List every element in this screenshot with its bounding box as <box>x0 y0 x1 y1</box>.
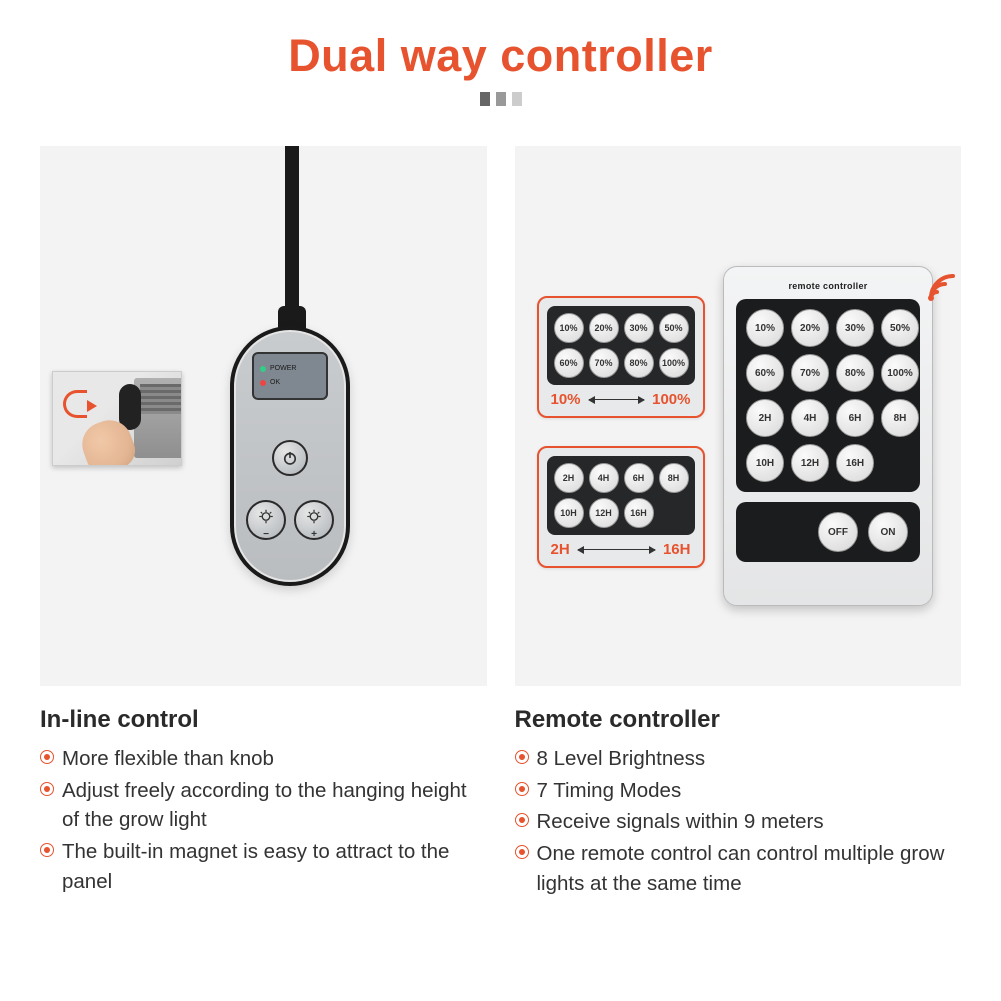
device-screen: POWER OK <box>252 352 328 400</box>
status-ok-label: OK <box>270 376 280 390</box>
inline-feature-item: More flexible than knob <box>40 744 487 774</box>
remote-brightness-button[interactable]: 80% <box>836 354 874 392</box>
remote-timer-button[interactable]: 12H <box>791 444 829 482</box>
divider-dots <box>0 92 1001 106</box>
brightness-up-button[interactable]: + <box>294 500 334 540</box>
inline-description: In-line control More flexible than knobA… <box>40 706 487 901</box>
timer-button[interactable]: 2H <box>554 463 584 493</box>
timer-button[interactable]: 12H <box>589 498 619 528</box>
remote-timer-button[interactable]: 8H <box>881 399 919 437</box>
remote-brightness-button[interactable]: 30% <box>836 309 874 347</box>
remote-controller-panel: 10%20%30%50%60%70%80%100% 10% 100% 2H4H6… <box>515 146 962 686</box>
remote-on-button[interactable]: ON <box>868 512 908 552</box>
remote-brightness-button[interactable]: 60% <box>746 354 784 392</box>
timer-button[interactable]: 16H <box>624 498 654 528</box>
brightness-level-button[interactable]: 60% <box>554 348 584 378</box>
remote-off-button[interactable]: OFF <box>818 512 858 552</box>
remote-device-title: remote controller <box>736 281 920 291</box>
time-high: 16H <box>663 541 691 558</box>
timer-button[interactable]: 8H <box>659 463 689 493</box>
inline-heading: In-line control <box>40 706 487 734</box>
remote-brightness-button[interactable]: 70% <box>791 354 829 392</box>
timer-button[interactable]: 10H <box>554 498 584 528</box>
remote-description: Remote controller 8 Level Brightness7 Ti… <box>515 706 962 901</box>
brightness-level-button[interactable]: 70% <box>589 348 619 378</box>
pct-low: 10% <box>551 391 581 408</box>
remote-device: remote controller 10%20%30%50%60%70%80%1… <box>723 266 933 606</box>
time-low: 2H <box>551 541 570 558</box>
pct-high: 100% <box>652 391 690 408</box>
brightness-level-button[interactable]: 50% <box>659 313 689 343</box>
brightness-level-button[interactable]: 30% <box>624 313 654 343</box>
brightness-level-button[interactable]: 20% <box>589 313 619 343</box>
inline-feature-item: The built-in magnet is easy to attract t… <box>40 837 487 896</box>
remote-feature-item: Receive signals within 9 meters <box>515 807 962 837</box>
device-cable <box>285 146 299 316</box>
power-button[interactable] <box>272 440 308 476</box>
timer-button[interactable]: 6H <box>624 463 654 493</box>
remote-timer-button[interactable]: 2H <box>746 399 784 437</box>
inline-feature-item: Adjust freely according to the hanging h… <box>40 776 487 835</box>
timer-button[interactable]: 4H <box>589 463 619 493</box>
remote-brightness-button[interactable]: 50% <box>881 309 919 347</box>
brightness-down-button[interactable]: − <box>246 500 286 540</box>
brightness-level-button[interactable]: 10% <box>554 313 584 343</box>
remote-brightness-button[interactable]: 20% <box>791 309 829 347</box>
remote-heading: Remote controller <box>515 706 962 734</box>
timing-range-card: 2H4H6H8H10H12H16H 2H 16H <box>537 446 705 568</box>
inline-controller-device: POWER OK − + <box>230 326 350 586</box>
remote-timer-button[interactable]: 10H <box>746 444 784 482</box>
remote-feature-item: 7 Timing Modes <box>515 776 962 806</box>
inline-control-panel: POWER OK − + <box>40 146 487 686</box>
remote-brightness-button[interactable]: 10% <box>746 309 784 347</box>
magnet-inset-photo <box>52 371 182 466</box>
brightness-level-button[interactable]: 100% <box>659 348 689 378</box>
remote-brightness-button[interactable]: 100% <box>881 354 919 392</box>
brightness-level-button[interactable]: 80% <box>624 348 654 378</box>
remote-timer-button[interactable]: 16H <box>836 444 874 482</box>
remote-feature-item: 8 Level Brightness <box>515 744 962 774</box>
remote-timer-button[interactable]: 4H <box>791 399 829 437</box>
page-title: Dual way controller <box>0 0 1001 82</box>
status-power-label: POWER <box>270 362 296 376</box>
wireless-signal-icon <box>923 266 961 311</box>
brightness-range-card: 10%20%30%50%60%70%80%100% 10% 100% <box>537 296 705 418</box>
remote-timer-button[interactable]: 6H <box>836 399 874 437</box>
remote-feature-item: One remote control can control multiple … <box>515 839 962 898</box>
